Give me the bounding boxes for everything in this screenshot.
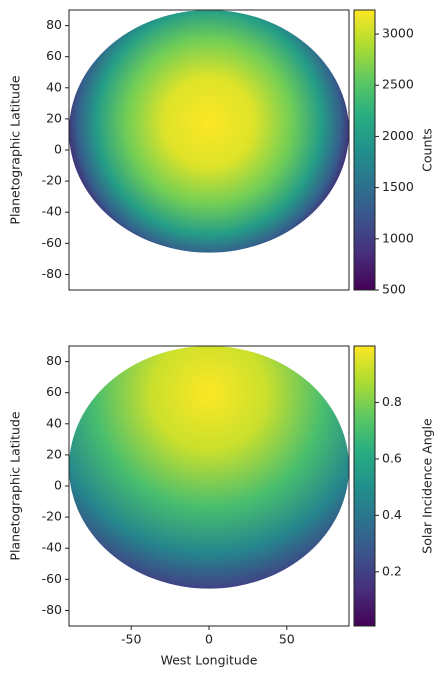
- colorbar-label: Solar Incidence Angle: [420, 418, 435, 554]
- y-tick-label: 20: [46, 110, 62, 125]
- y-tick-label: 80: [46, 353, 62, 368]
- colorbar-tick-label: 2000: [382, 128, 414, 143]
- colorbar-tick-label: 0.2: [382, 563, 402, 578]
- y-tick-label: 80: [46, 17, 62, 32]
- colorbar-frame: [353, 9, 376, 291]
- y-tick-label: -60: [42, 235, 62, 250]
- x-tick-label: -50: [121, 632, 141, 647]
- y-tick-label: -20: [42, 173, 62, 188]
- y-tick-label: 40: [46, 415, 62, 430]
- y-tick-label: -20: [42, 509, 62, 524]
- colorbar-tick-label: 0.8: [382, 394, 402, 409]
- colorbar-tick-label: 500: [382, 282, 406, 297]
- colorbar: [354, 346, 375, 626]
- colorbar: [354, 10, 375, 290]
- colorbar-tick-label: 0.6: [382, 450, 402, 465]
- y-tick-label: 0: [54, 478, 62, 493]
- colorbar-tick-label: 0.4: [382, 507, 402, 522]
- y-tick-label: -60: [42, 571, 62, 586]
- colorbar-tick-label: 2500: [382, 77, 414, 92]
- y-tick-label: -40: [42, 540, 62, 555]
- y-tick-label: 0: [54, 142, 62, 157]
- colorbar-tick-label: 3000: [382, 26, 414, 41]
- y-tick-label: -80: [42, 266, 62, 281]
- y-axis-label: Planetographic Latitude: [8, 411, 23, 560]
- image-disk: [69, 10, 349, 253]
- colorbar-tick-label: 1000: [382, 230, 414, 245]
- colorbar-label: Counts: [420, 128, 435, 172]
- colorbar-frame: [353, 345, 376, 627]
- y-tick-label: 60: [46, 48, 62, 63]
- y-tick-label: 60: [46, 384, 62, 399]
- y-tick-label: 40: [46, 79, 62, 94]
- y-tick-label: -80: [42, 602, 62, 617]
- colorbar-tick-label: 1500: [382, 179, 414, 194]
- image-disk: [69, 346, 349, 589]
- y-axis-label: Planetographic Latitude: [8, 75, 23, 224]
- y-tick-label: -40: [42, 204, 62, 219]
- x-axis-label: West Longitude: [161, 653, 258, 668]
- y-tick-label: 20: [46, 446, 62, 461]
- x-tick-label: 0: [205, 632, 213, 647]
- x-tick-label: 50: [279, 632, 295, 647]
